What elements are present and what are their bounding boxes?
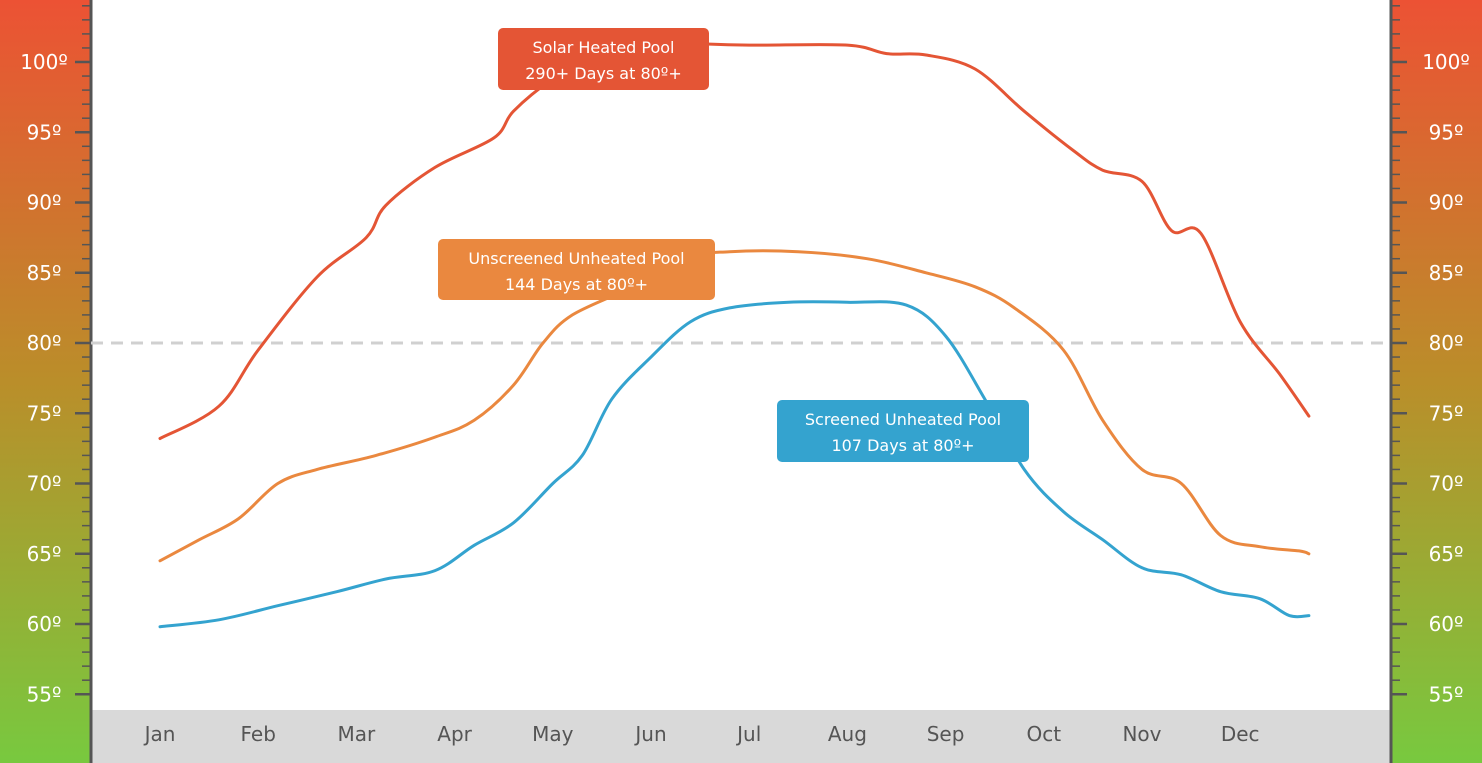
- annotation-title: Solar Heated Pool: [533, 38, 675, 57]
- y-tick-label-left: 70º: [27, 472, 62, 496]
- x-tick-label: Mar: [338, 722, 377, 746]
- y-tick-label-left: 90º: [27, 191, 62, 215]
- annotation-box: [438, 239, 715, 300]
- y-tick-label-right: 60º: [1429, 612, 1464, 636]
- y-tick-labels-right: 100º 95º 90º 85º 80º 75º 70º 65º 60º 55º: [1422, 50, 1470, 706]
- y-tick-label-right: 85º: [1429, 261, 1464, 285]
- y-tick-label-right: 55º: [1429, 682, 1464, 706]
- annotation-screened-unheated-pool: Screened Unheated Pool 107 Days at 80º+: [777, 400, 1029, 462]
- series-line-screened-unheated-pool: [158, 300, 1311, 629]
- x-tick-labels: Jan Feb Mar Apr May Jun Jul Aug Sep Oct Nov Dec: [143, 722, 1260, 746]
- y-tick-label-left: 65º: [27, 542, 62, 566]
- x-tick-label: Jan: [143, 722, 176, 746]
- annotation-subtitle: 144 Days at 80º+: [505, 275, 648, 294]
- y-tick-label-left: 85º: [27, 261, 62, 285]
- y-tick-label-right: 100º: [1422, 50, 1470, 74]
- y-tick-label-left: 55º: [27, 682, 62, 706]
- y-tick-label-left: 80º: [27, 331, 62, 355]
- right-gradient-axis-panel: [1391, 0, 1482, 763]
- annotation-subtitle: 290+ Days at 80º+: [525, 64, 682, 83]
- y-tick-label-right: 65º: [1429, 542, 1464, 566]
- y-tick-label-left: 100º: [20, 50, 68, 74]
- y-tick-label-left: 95º: [27, 120, 62, 144]
- annotation-unscreened-unheated-pool: Unscreened Unheated Pool 144 Days at 80º…: [438, 239, 715, 300]
- x-axis-band: [91, 710, 1391, 763]
- annotation-box: [777, 400, 1029, 462]
- x-tick-label: Feb: [240, 722, 275, 746]
- y-tick-label-right: 95º: [1429, 120, 1464, 144]
- y-tick-label-right: 70º: [1429, 472, 1464, 496]
- series-line-unscreened-unheated-pool: [158, 249, 1311, 563]
- annotation-title: Screened Unheated Pool: [805, 410, 1001, 429]
- y-tick-labels-left: 100º 95º 90º 85º 80º 75º 70º 65º 60º 55º: [20, 50, 68, 706]
- y-tick-label-right: 90º: [1429, 191, 1464, 215]
- x-tick-label: Nov: [1122, 722, 1161, 746]
- left-gradient-axis-panel: [0, 0, 91, 763]
- x-tick-label: Apr: [437, 722, 472, 746]
- x-tick-label: Jun: [633, 722, 666, 746]
- annotation-subtitle: 107 Days at 80º+: [831, 436, 974, 455]
- y-tick-label-right: 80º: [1429, 331, 1464, 355]
- plot-area: [91, 0, 1391, 710]
- x-tick-label: Aug: [828, 722, 867, 746]
- y-tick-label-left: 60º: [27, 612, 62, 636]
- annotation-title: Unscreened Unheated Pool: [468, 249, 684, 268]
- y-tick-label-left: 75º: [27, 401, 62, 425]
- annotation-solar-heated-pool: Solar Heated Pool 290+ Days at 80º+: [498, 28, 709, 90]
- x-tick-label: Jul: [735, 722, 761, 746]
- x-tick-label: Sep: [927, 722, 965, 746]
- y-tick-label-right: 75º: [1429, 401, 1464, 425]
- series-line-solar-heated-pool: [158, 39, 1311, 440]
- x-tick-label: May: [532, 722, 574, 746]
- annotation-box: [498, 28, 709, 90]
- x-tick-label: Oct: [1027, 722, 1062, 746]
- x-tick-label: Dec: [1221, 722, 1260, 746]
